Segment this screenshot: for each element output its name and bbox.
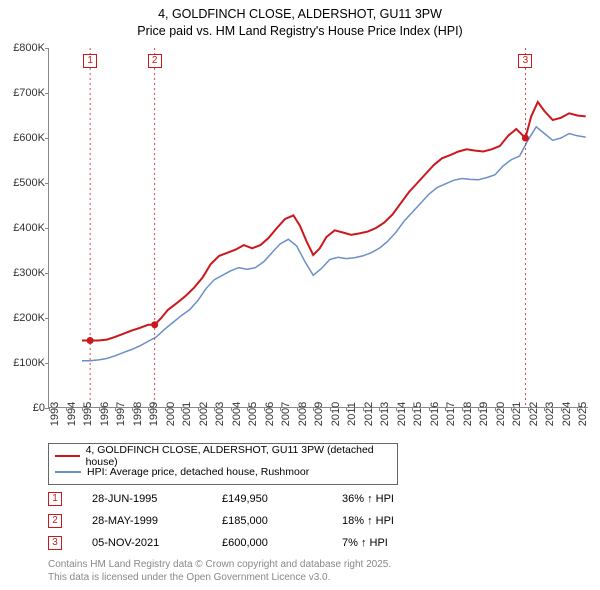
y-axis-tick-label: £300K	[1, 267, 45, 279]
marker-id-box: 1	[48, 492, 62, 506]
marker-row: 2 28-MAY-1999 £185,000 18% ↑ HPI	[48, 510, 452, 532]
y-axis-tick-label: £400K	[1, 222, 45, 234]
line-series-svg	[49, 48, 588, 407]
series-line	[82, 102, 586, 341]
footer-line-1: Contains HM Land Registry data © Crown c…	[48, 558, 391, 571]
event-marker-label: 1	[83, 54, 97, 68]
legend-swatch	[55, 471, 81, 473]
y-axis-tick-label: £500K	[1, 177, 45, 189]
legend-label: 4, GOLDFINCH CLOSE, ALDERSHOT, GU11 3PW …	[86, 444, 391, 468]
title-line-1: 4, GOLDFINCH CLOSE, ALDERSHOT, GU11 3PW	[0, 6, 600, 23]
marker-price: £600,000	[222, 537, 342, 549]
marker-diff: 7% ↑ HPI	[342, 537, 452, 549]
legend: 4, GOLDFINCH CLOSE, ALDERSHOT, GU11 3PW …	[48, 443, 398, 485]
legend-item: 4, GOLDFINCH CLOSE, ALDERSHOT, GU11 3PW …	[55, 448, 391, 464]
legend-label: HPI: Average price, detached house, Rush…	[87, 466, 309, 478]
title-line-2: Price paid vs. HM Land Registry's House …	[0, 23, 600, 40]
chart-container: 4, GOLDFINCH CLOSE, ALDERSHOT, GU11 3PW …	[0, 0, 600, 590]
y-axis-tick-label: £800K	[1, 42, 45, 54]
marker-date: 05-NOV-2021	[92, 537, 222, 549]
marker-date: 28-JUN-1995	[92, 493, 222, 505]
x-axis-tick-label: 2025	[577, 402, 598, 426]
marker-id-box: 2	[48, 514, 62, 528]
chart-title: 4, GOLDFINCH CLOSE, ALDERSHOT, GU11 3PW …	[0, 0, 600, 40]
y-axis-tick-label: £700K	[1, 87, 45, 99]
marker-date: 28-MAY-1999	[92, 515, 222, 527]
footer-line-2: This data is licensed under the Open Gov…	[48, 571, 391, 584]
marker-row: 3 05-NOV-2021 £600,000 7% ↑ HPI	[48, 532, 452, 554]
marker-price: £149,950	[222, 493, 342, 505]
y-axis-tick-label: £600K	[1, 132, 45, 144]
event-marker-label: 2	[148, 54, 162, 68]
y-axis-tick-label: £0	[1, 402, 45, 414]
marker-diff: 36% ↑ HPI	[342, 493, 452, 505]
marker-id-box: 3	[48, 536, 62, 550]
marker-diff: 18% ↑ HPI	[342, 515, 452, 527]
attribution-footer: Contains HM Land Registry data © Crown c…	[48, 558, 391, 584]
plot-area: £0£100K£200K£300K£400K£500K£600K£700K£80…	[48, 48, 588, 408]
legend-swatch	[55, 455, 80, 457]
event-marker-dot	[87, 337, 94, 344]
y-axis-tick-label: £200K	[1, 312, 45, 324]
marker-table: 1 28-JUN-1995 £149,950 36% ↑ HPI 2 28-MA…	[48, 488, 452, 554]
y-axis-tick-label: £100K	[1, 357, 45, 369]
event-marker-dot	[151, 321, 158, 328]
marker-row: 1 28-JUN-1995 £149,950 36% ↑ HPI	[48, 488, 452, 510]
marker-price: £185,000	[222, 515, 342, 527]
event-marker-label: 3	[518, 54, 532, 68]
event-marker-dot	[522, 135, 529, 142]
